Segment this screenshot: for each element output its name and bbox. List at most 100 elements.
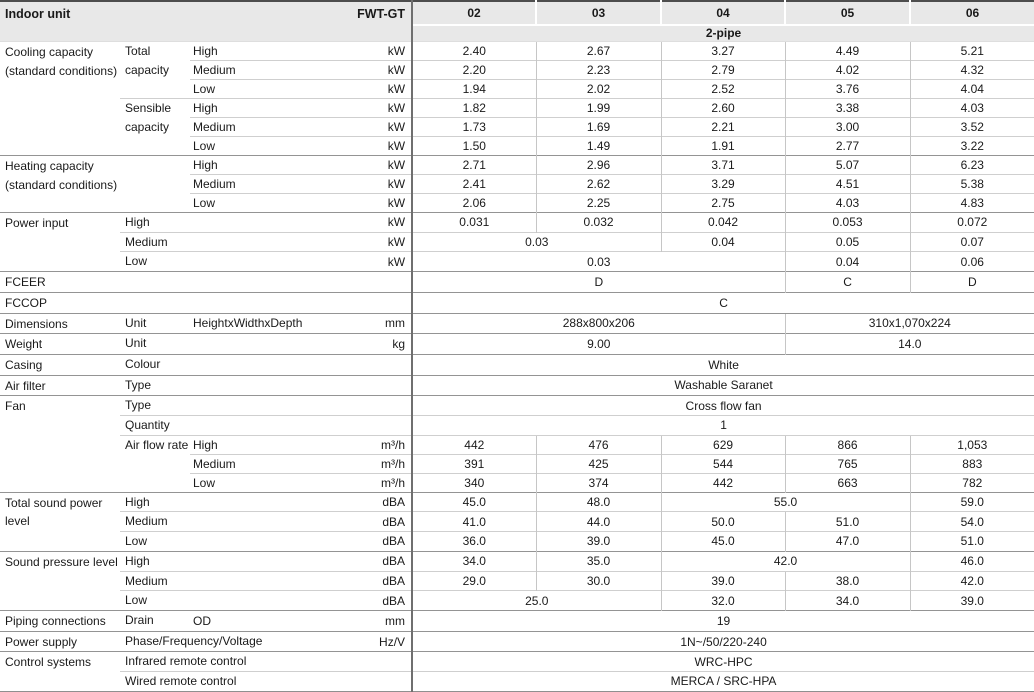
- unit-label: kW: [345, 41, 413, 61]
- unit-label: kW: [345, 193, 413, 213]
- value-cell: 1.82: [411, 98, 537, 118]
- value-cell: 1.94: [411, 79, 537, 99]
- value-cell: 50.0: [660, 511, 786, 532]
- value-cell: 782: [909, 472, 1034, 493]
- value-cell: 0.05: [784, 231, 911, 252]
- unit-label: dBA: [345, 531, 413, 552]
- weight-label: Weight: [0, 333, 120, 355]
- value-cell: Cross flow fan: [411, 395, 1034, 416]
- value-cell: 32.0: [660, 590, 786, 611]
- value-cell: 1,053: [909, 434, 1034, 455]
- fan-label: Fan: [0, 395, 120, 493]
- value-cell: 2.67: [535, 41, 662, 61]
- value-cell: 38.0: [784, 570, 911, 591]
- value-cell: D: [411, 271, 786, 293]
- value-cell: 1.49: [535, 136, 662, 156]
- value-cell: 34.0: [784, 590, 911, 611]
- sound-power-label: Total sound power level: [0, 491, 120, 552]
- piping-label: Piping connections: [0, 609, 120, 632]
- value-cell: 1.50: [411, 136, 537, 156]
- value-cell: 25.0: [411, 590, 662, 611]
- level-label: Medium: [120, 231, 345, 252]
- value-cell: 4.03: [784, 193, 911, 213]
- unit-label: kW: [345, 155, 413, 175]
- value-cell: 310x1,070x224: [784, 312, 1034, 334]
- value-cell: 59.0: [909, 491, 1034, 512]
- value-cell: 39.0: [535, 531, 662, 552]
- total-capacity-label: Total capacity: [120, 41, 190, 99]
- value-cell: 3.38: [784, 98, 911, 118]
- value-cell: 39.0: [660, 570, 786, 591]
- heating-group-label: Heating capacity (standard conditions): [0, 155, 120, 213]
- power-supply-label: Power supply: [0, 630, 120, 652]
- value-cell: 340: [411, 472, 537, 493]
- value-cell: 42.0: [660, 550, 911, 572]
- level-label: Low: [190, 472, 345, 493]
- value-cell: 0.04: [660, 231, 786, 252]
- value-cell: 39.0: [909, 590, 1034, 611]
- level-label: Medium: [120, 511, 345, 532]
- value-cell: 5.07: [784, 155, 911, 175]
- unit-label: kW: [345, 117, 413, 137]
- value-cell: 2.79: [660, 60, 786, 80]
- unit-label: dBA: [345, 550, 413, 572]
- weight-sub-label: Unit: [120, 333, 345, 355]
- value-cell: 30.0: [535, 570, 662, 591]
- value-cell: 288x800x206: [411, 312, 786, 334]
- value-cell: 6.23: [909, 155, 1034, 175]
- fccop-label: FCCOP: [0, 291, 345, 314]
- unit-label: kg: [345, 333, 413, 355]
- empty-cell: [345, 671, 413, 692]
- value-cell: 0.031: [411, 212, 537, 233]
- sensible-capacity-label: Sensible capacity: [120, 98, 190, 156]
- level-label: Low: [190, 79, 345, 99]
- value-cell: 1.69: [535, 117, 662, 137]
- system-type-banner: 2-pipe: [411, 24, 1034, 42]
- value-cell: 442: [660, 472, 786, 493]
- infrared-remote-label: Infrared remote control: [120, 651, 345, 672]
- level-label: Low: [190, 136, 345, 156]
- value-cell: 2.40: [411, 41, 537, 61]
- value-cell: 51.0: [784, 511, 911, 532]
- level-label: Low: [190, 193, 345, 213]
- value-cell: 629: [660, 434, 786, 455]
- value-cell: 3.22: [909, 136, 1034, 156]
- level-label: High: [190, 434, 345, 455]
- value-cell: 4.03: [909, 98, 1034, 118]
- value-cell: 476: [535, 434, 662, 455]
- value-cell: 0.06: [909, 251, 1034, 272]
- unit-label: mm: [345, 312, 413, 334]
- cooling-group-label: Cooling capacity (standard conditions): [0, 41, 120, 156]
- level-label: Medium: [190, 117, 345, 137]
- value-cell: 9.00: [411, 333, 786, 355]
- value-cell: 51.0: [909, 531, 1034, 552]
- value-cell: 14.0: [784, 333, 1034, 355]
- value-cell: 883: [909, 453, 1034, 474]
- value-cell: 2.75: [660, 193, 786, 213]
- value-cell: 544: [660, 453, 786, 474]
- value-cell: 2.96: [535, 155, 662, 175]
- unit-label: kW: [345, 79, 413, 99]
- value-cell: Washable Saranet: [411, 374, 1034, 396]
- level-label: High: [120, 491, 345, 512]
- header-left-cell: Indoor unit FWT-GT: [0, 1, 413, 42]
- level-label: High: [190, 41, 345, 61]
- value-cell: 2.77: [784, 136, 911, 156]
- fceer-label: FCEER: [0, 271, 345, 293]
- column-header-03: 03: [535, 1, 662, 25]
- value-cell: 765: [784, 453, 911, 474]
- piping-sub-label: Drain: [120, 609, 190, 632]
- level-label: Low: [120, 531, 345, 552]
- unit-label: kW: [345, 174, 413, 194]
- unit-label: kW: [345, 251, 413, 272]
- unit-label: dBA: [345, 590, 413, 611]
- value-cell: 19: [411, 609, 1034, 632]
- value-cell: 866: [784, 434, 911, 455]
- value-cell: 5.21: [909, 41, 1034, 61]
- piping-detail-label: OD: [190, 609, 345, 632]
- column-header-06: 06: [909, 1, 1034, 25]
- model-name: FWT-GT: [357, 7, 406, 21]
- value-cell: 36.0: [411, 531, 537, 552]
- value-cell: 4.83: [909, 193, 1034, 213]
- value-cell: 0.03: [411, 251, 786, 272]
